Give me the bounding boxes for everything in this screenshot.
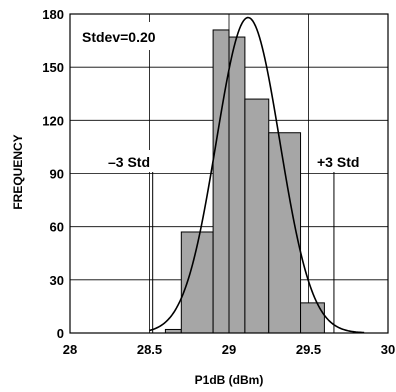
- y-tick-label: 180: [42, 7, 64, 22]
- plus3-label-bg: [314, 150, 376, 172]
- x-tick-label: 30: [381, 342, 395, 357]
- y-axis-title: FREQUENCY: [11, 134, 25, 209]
- normal-fit-curve: [149, 16, 365, 334]
- minus3-label-bg: [104, 150, 186, 172]
- y-tick-labels: 0 30 60 90 120 150 180: [42, 7, 64, 341]
- x-tick-label: 29: [222, 342, 236, 357]
- y-tick-label: 0: [57, 326, 64, 341]
- histogram-bar: [212, 29, 230, 334]
- histogram-bar: [268, 132, 302, 334]
- histogram-bar: [300, 302, 325, 334]
- y-tick-label: 90: [50, 167, 64, 182]
- stdev-annotation: Stdev=0.20: [82, 29, 156, 45]
- histogram-bar: [228, 36, 246, 334]
- std-lines: [152, 160, 335, 333]
- x-tick-labels: 28 28.5 29 29.5 30: [63, 342, 395, 357]
- y-tick-label: 30: [50, 273, 64, 288]
- y-tick-label: 150: [42, 60, 64, 75]
- x-tick-label: 28.5: [137, 342, 162, 357]
- plot-frame: [69, 13, 389, 334]
- stdev-annotation-bg: [75, 22, 179, 50]
- x-tick-label: 29.5: [296, 342, 321, 357]
- histogram-bars: [164, 29, 325, 334]
- histogram-bar: [244, 98, 270, 334]
- y-tick-label: 60: [50, 220, 64, 235]
- x-axis-title: P1dB (dBm): [195, 373, 264, 387]
- plus3-std-label: +3 Std: [317, 154, 359, 170]
- y-tick-label: 120: [42, 113, 64, 128]
- minus3-std-label: –3 Std: [108, 154, 150, 170]
- x-tick-label: 28: [63, 342, 77, 357]
